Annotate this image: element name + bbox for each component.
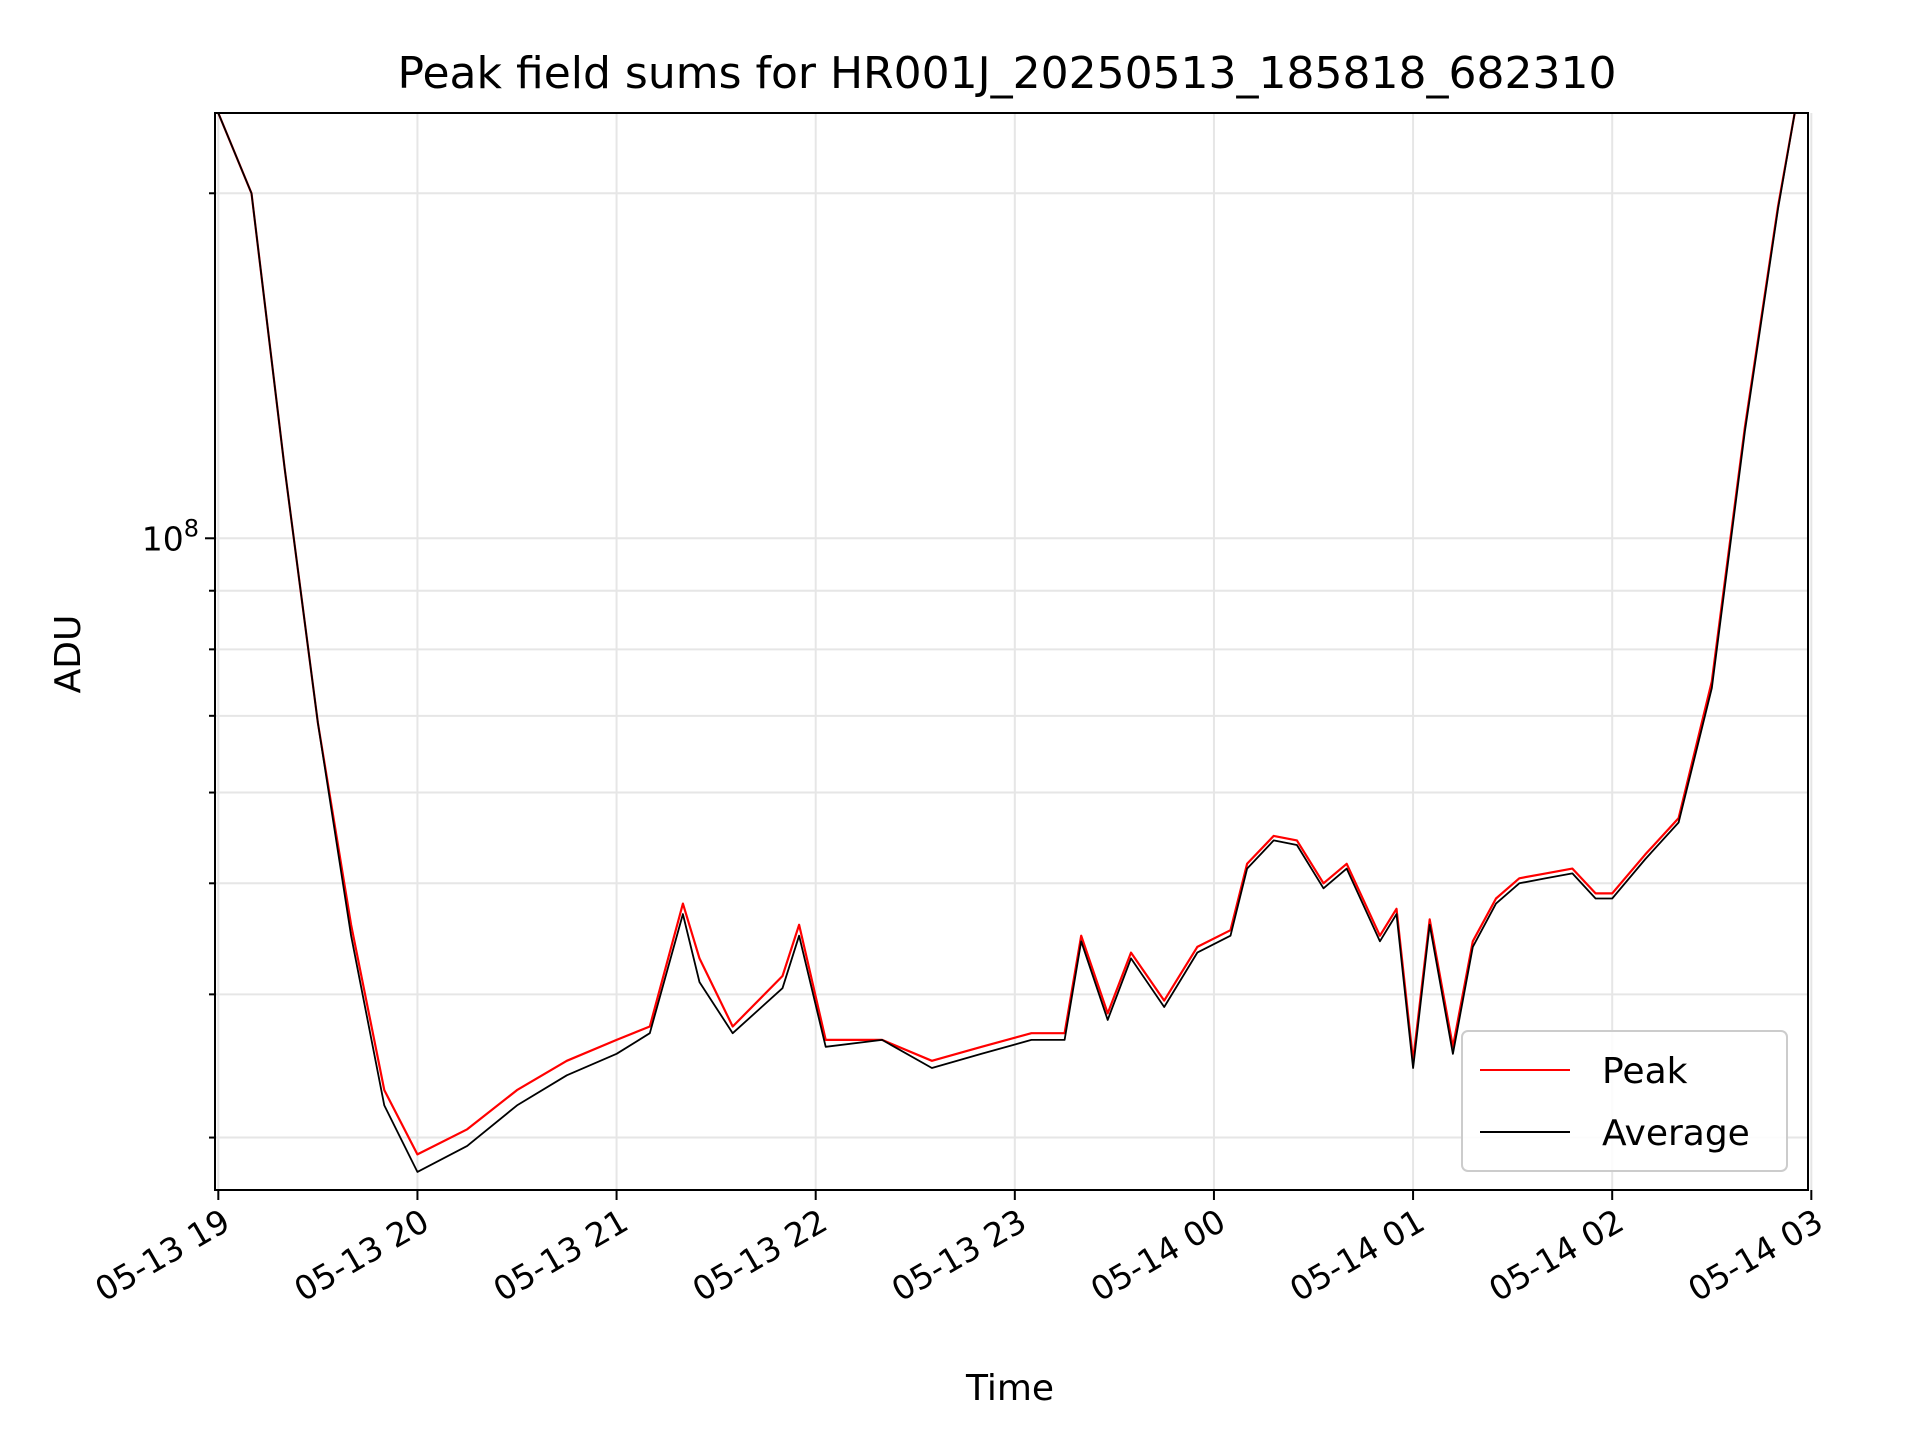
- legend-box: [1461, 1030, 1788, 1172]
- y-tick-label-0: 108: [142, 514, 199, 558]
- y-axis-label: ADU: [48, 615, 89, 694]
- legend-label-average: Average: [1602, 1113, 1750, 1154]
- legend: Peak Average: [1461, 1030, 1788, 1172]
- chart-title: Peak field sums for HR001J_20250513_1858…: [398, 48, 1617, 99]
- legend-label-peak: Peak: [1602, 1051, 1688, 1092]
- y-axis-ticks: 108: [142, 192, 215, 1139]
- x-axis-label: Time: [965, 1368, 1054, 1409]
- series-lines: [217, 112, 1796, 1173]
- grid: [215, 113, 1813, 1190]
- series-line-average: [217, 112, 1796, 1173]
- plot-frame: [214, 112, 1809, 1191]
- series-line-peak: [217, 112, 1796, 1156]
